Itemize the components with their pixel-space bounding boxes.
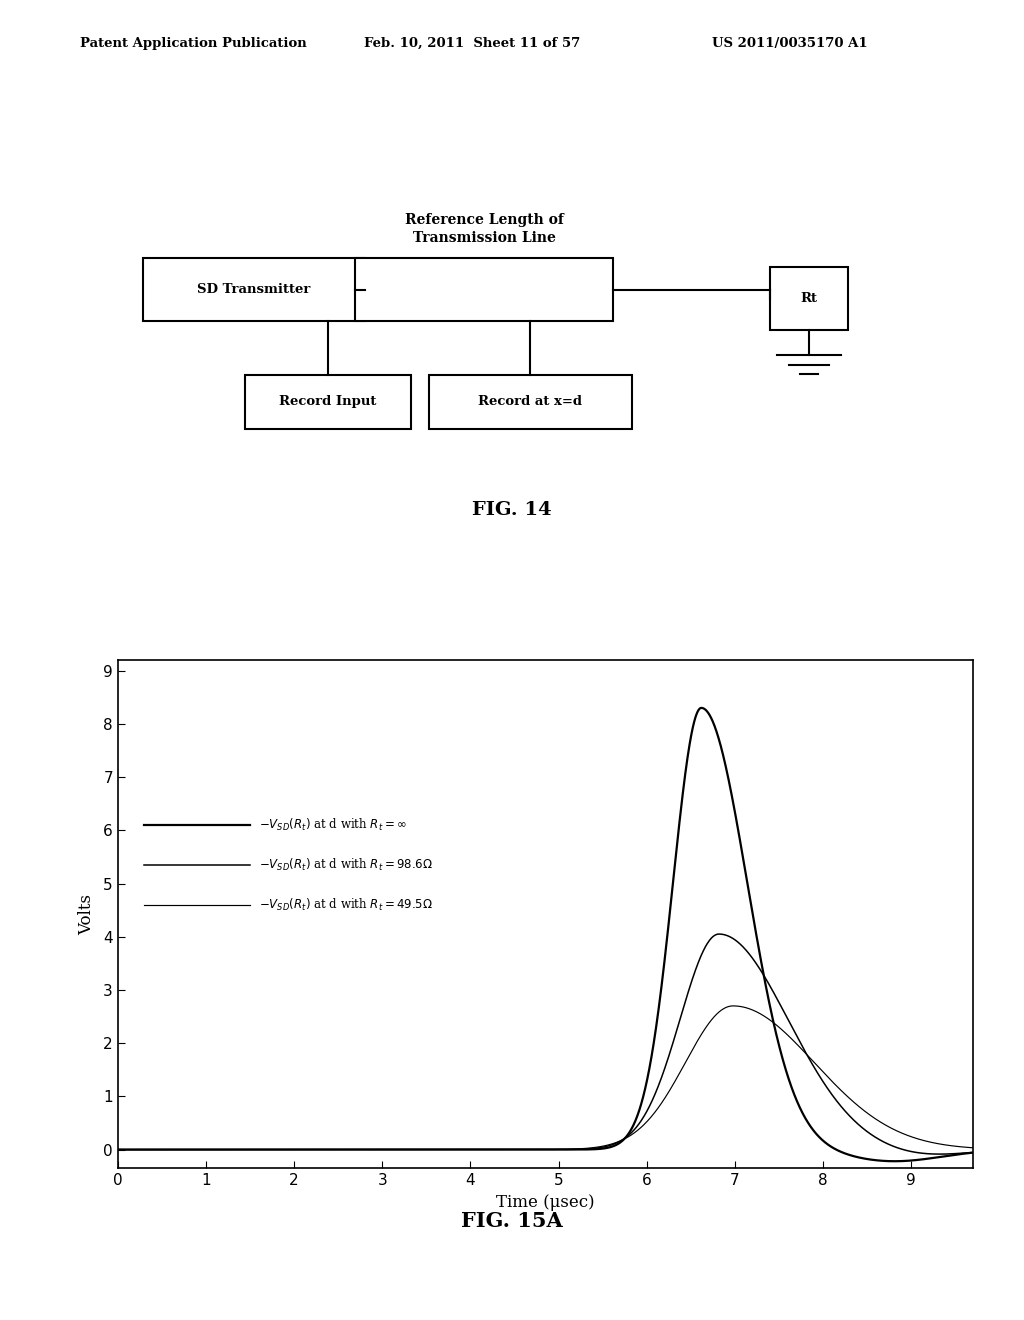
Text: $-V_{SD}(R_t)$ at d with $R_t=\infty$: $-V_{SD}(R_t)$ at d with $R_t=\infty$	[259, 817, 407, 833]
Bar	[770, 267, 849, 330]
Text: $-V_{SD}(R_t)$ at d with $R_t=98.6\Omega$: $-V_{SD}(R_t)$ at d with $R_t=98.6\Omega…	[259, 857, 433, 873]
Text: Patent Application Publication: Patent Application Publication	[80, 37, 306, 50]
Text: $-V_{SD}(R_t)$ at d with $R_t=49.5\Omega$: $-V_{SD}(R_t)$ at d with $R_t=49.5\Omega…	[259, 896, 433, 913]
Bar	[143, 259, 365, 321]
Y-axis label: Volts: Volts	[78, 894, 95, 935]
Text: Rt: Rt	[801, 292, 818, 305]
Text: Record Input: Record Input	[279, 395, 377, 408]
Text: US 2011/0035170 A1: US 2011/0035170 A1	[712, 37, 867, 50]
Text: FIG. 14: FIG. 14	[472, 500, 552, 519]
Text: Feb. 10, 2011  Sheet 11 of 57: Feb. 10, 2011 Sheet 11 of 57	[364, 37, 580, 50]
Bar	[245, 375, 411, 429]
Text: Record at x=d: Record at x=d	[478, 395, 583, 408]
Bar	[355, 259, 613, 321]
Bar	[429, 375, 632, 429]
Text: FIG. 15A: FIG. 15A	[461, 1210, 563, 1232]
X-axis label: Time (μsec): Time (μsec)	[496, 1193, 595, 1210]
Text: SD Transmitter: SD Transmitter	[198, 282, 310, 296]
Text: Reference Length of
Transmission Line: Reference Length of Transmission Line	[404, 214, 564, 244]
